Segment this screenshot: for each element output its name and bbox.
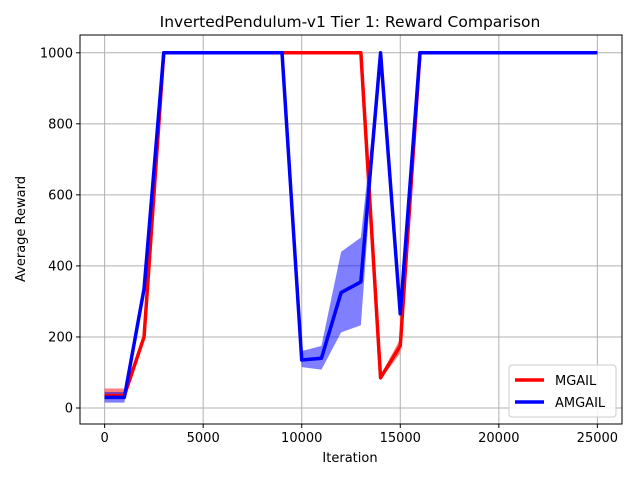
x-axis-ticks: 0 5000 10000 15000 20000 25000	[100, 424, 618, 446]
chart-title: InvertedPendulum-v1 Tier 1: Reward Compa…	[160, 13, 541, 31]
y-tick-label: 600	[48, 188, 73, 203]
y-tick-label: 200	[48, 330, 73, 345]
grid	[80, 35, 622, 424]
x-tick-label: 25000	[577, 431, 618, 446]
x-tick-label: 15000	[380, 431, 421, 446]
series-lines	[104, 51, 598, 400]
y-tick-label: 400	[48, 259, 73, 274]
y-axis-label: Average Reward	[14, 176, 29, 282]
plot-frame	[79, 34, 623, 425]
y-tick-label: 1000	[40, 46, 73, 61]
mgail-legend-label: MGAIL	[555, 374, 597, 389]
legend: MGAIL AMGAIL	[508, 364, 617, 418]
x-axis-label: Iteration	[322, 451, 377, 466]
y-tick-label: 0	[65, 402, 73, 417]
legend-box	[508, 364, 617, 418]
x-tick-label: 10000	[281, 431, 322, 446]
x-tick-label: 20000	[478, 431, 519, 446]
y-tick-label: 800	[48, 117, 73, 132]
amgail-series-line	[104, 51, 598, 400]
x-tick-label: 0	[100, 431, 108, 446]
x-tick-label: 5000	[187, 431, 220, 446]
amgail-legend-label: AMGAIL	[555, 396, 606, 411]
y-axis-ticks: 0 200 400 600 800 1000	[40, 46, 80, 417]
